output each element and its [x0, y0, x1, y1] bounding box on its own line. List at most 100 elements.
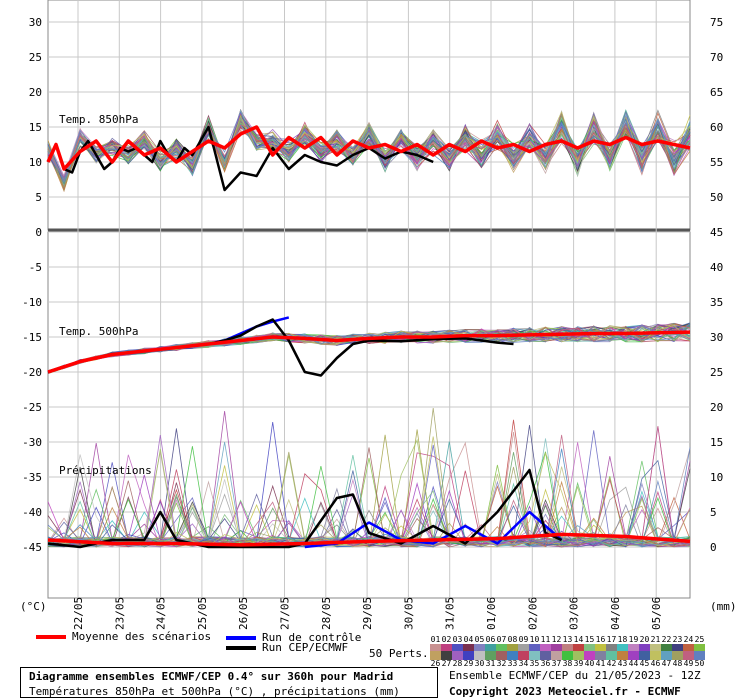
perturbation-number: 45 [639, 659, 650, 668]
perturbation-number: 07 [496, 635, 507, 644]
legend-mean: Moyenne des scénarios [36, 630, 211, 643]
perturbation-number: 16 [595, 635, 606, 644]
left-unit-label: (°C) [20, 600, 47, 613]
perturbation-swatch [529, 644, 540, 653]
ensemble-mean-line [47, 330, 691, 374]
perturbation-number: 47 [661, 659, 672, 668]
perturbation-number: 30 [474, 659, 485, 668]
perturbation-number: 48 [672, 659, 683, 668]
left-tick-label: 30 [29, 16, 42, 29]
perturbation-swatch [606, 644, 617, 653]
perturbation-number: 44 [628, 659, 639, 668]
perturbation-number: 10 [529, 635, 540, 644]
perturbation-swatch [694, 644, 705, 653]
legend-deterministic: Run CEP/ECMWF [226, 641, 348, 654]
perturbations-label: 50 Perts. [369, 647, 429, 660]
perturbation-swatch [430, 651, 441, 660]
perturbation-swatch [573, 644, 584, 653]
ensemble-member-line [47, 421, 691, 548]
date-label: 03/06 [568, 597, 581, 630]
left-tick-label: -5 [29, 261, 42, 274]
ensemble-mean-line [46, 125, 691, 171]
perturbation-number: 15 [584, 635, 595, 644]
perturbation-swatch [551, 644, 562, 653]
perturbation-swatch [485, 651, 496, 660]
perturbation-swatch [650, 651, 661, 660]
perturbation-swatch [474, 644, 485, 653]
right-tick-label: 20 [710, 401, 723, 414]
perturbation-number: 43 [617, 659, 628, 668]
left-tick-label: 10 [29, 156, 42, 169]
perturbation-swatch [628, 651, 639, 660]
perturbation-number: 20 [639, 635, 650, 644]
perturbation-number: 34 [518, 659, 529, 668]
right-tick-label: 10 [710, 471, 723, 484]
perturbation-number: 27 [441, 659, 452, 668]
left-tick-label: -25 [22, 401, 42, 414]
perturbation-number: 31 [485, 659, 496, 668]
perturbation-swatch [452, 651, 463, 660]
panel-label-precip: Précipitations [59, 464, 152, 477]
date-label: 23/05 [113, 597, 126, 630]
left-tick-label: -20 [22, 366, 42, 379]
legend-mean-label: Moyenne des scénarios [72, 630, 212, 643]
perturbation-number: 49 [683, 659, 694, 668]
perturbation-number: 23 [672, 635, 683, 644]
right-tick-label: 35 [710, 296, 723, 309]
right-tick-label: 0 [710, 541, 717, 554]
perturbation-swatch [595, 651, 606, 660]
perturbation-swatch [672, 644, 683, 653]
right-tick-label: 65 [710, 86, 723, 99]
ensemble-member-line [47, 438, 691, 548]
perturbation-swatch [441, 651, 452, 660]
perturbation-number: 28 [452, 659, 463, 668]
right-tick-label: 15 [710, 436, 723, 449]
date-label: 02/06 [526, 597, 539, 630]
perturbation-number: 02 [441, 635, 452, 644]
date-label: 24/05 [155, 597, 168, 630]
perturbation-swatch [485, 644, 496, 653]
left-tick-label: -15 [22, 331, 42, 344]
right-tick-label: 25 [710, 366, 723, 379]
ensemble-members [47, 108, 691, 548]
date-label: 30/05 [402, 597, 415, 630]
chart-title: Diagramme ensembles ECMWF/CEP 0.4° sur 3… [29, 670, 394, 683]
perturbation-number: 39 [573, 659, 584, 668]
run-info: Ensemble ECMWF/CEP du 21/05/2023 - 12Z [449, 669, 701, 682]
right-tick-label: 50 [710, 191, 723, 204]
copyright: Copyright 2023 Meteociel.fr - ECMWF [449, 685, 681, 698]
date-label: 27/05 [279, 597, 292, 630]
perturbation-swatch [672, 651, 683, 660]
legend-control: Run de contrôle [226, 631, 361, 644]
right-tick-label: 75 [710, 16, 723, 29]
left-tick-label: 20 [29, 86, 42, 99]
perturbation-swatch [507, 644, 518, 653]
perturbation-number: 33 [507, 659, 518, 668]
perturbation-swatch [540, 651, 551, 660]
perturbation-swatch [683, 644, 694, 653]
perturbation-number: 14 [573, 635, 584, 644]
perturbation-number: 37 [551, 659, 562, 668]
deterministic-run-line [46, 125, 434, 192]
ensemble-mean-line [47, 532, 691, 547]
title-box: Diagramme ensembles ECMWF/CEP 0.4° sur 3… [20, 667, 438, 698]
date-label: 26/05 [237, 597, 250, 630]
perturbation-number: 26 [430, 659, 441, 668]
perturbation-swatch [683, 651, 694, 660]
perturbation-number: 03 [452, 635, 463, 644]
date-label: 31/05 [444, 597, 457, 630]
perturbation-swatch [595, 644, 606, 653]
right-tick-label: 45 [710, 226, 723, 239]
left-tick-label: -40 [22, 506, 42, 519]
left-tick-label: 5 [35, 191, 42, 204]
perturbation-swatch [441, 644, 452, 653]
perturbation-number: 08 [507, 635, 518, 644]
perturbation-number: 46 [650, 659, 661, 668]
perturbation-swatch [584, 651, 595, 660]
perturbation-swatch [507, 651, 518, 660]
perturbation-swatch [639, 644, 650, 653]
date-label: 25/05 [196, 597, 209, 630]
perturbation-swatch [463, 644, 474, 653]
date-label: 01/06 [485, 597, 498, 630]
perturbation-swatch [628, 644, 639, 653]
